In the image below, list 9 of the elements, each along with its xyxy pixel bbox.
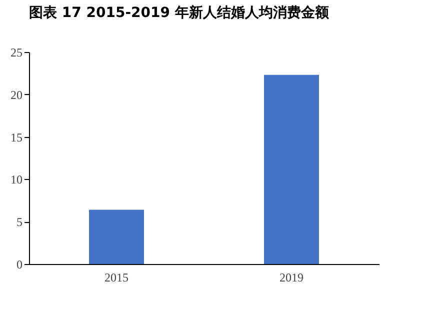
x-tick-label: 2019 [280,270,304,284]
y-tick-label: 15 [10,130,22,144]
y-tick-label: 20 [10,88,22,102]
y-tick-label: 25 [10,46,22,60]
x-tick-label: 2015 [104,270,128,284]
chart-title: 图表 17 2015-2019 年新人结婚人均消费金额 [29,4,330,21]
y-tick-label: 0 [16,258,22,272]
y-tick-label: 10 [10,172,22,187]
y-tick-label: 5 [16,215,22,230]
